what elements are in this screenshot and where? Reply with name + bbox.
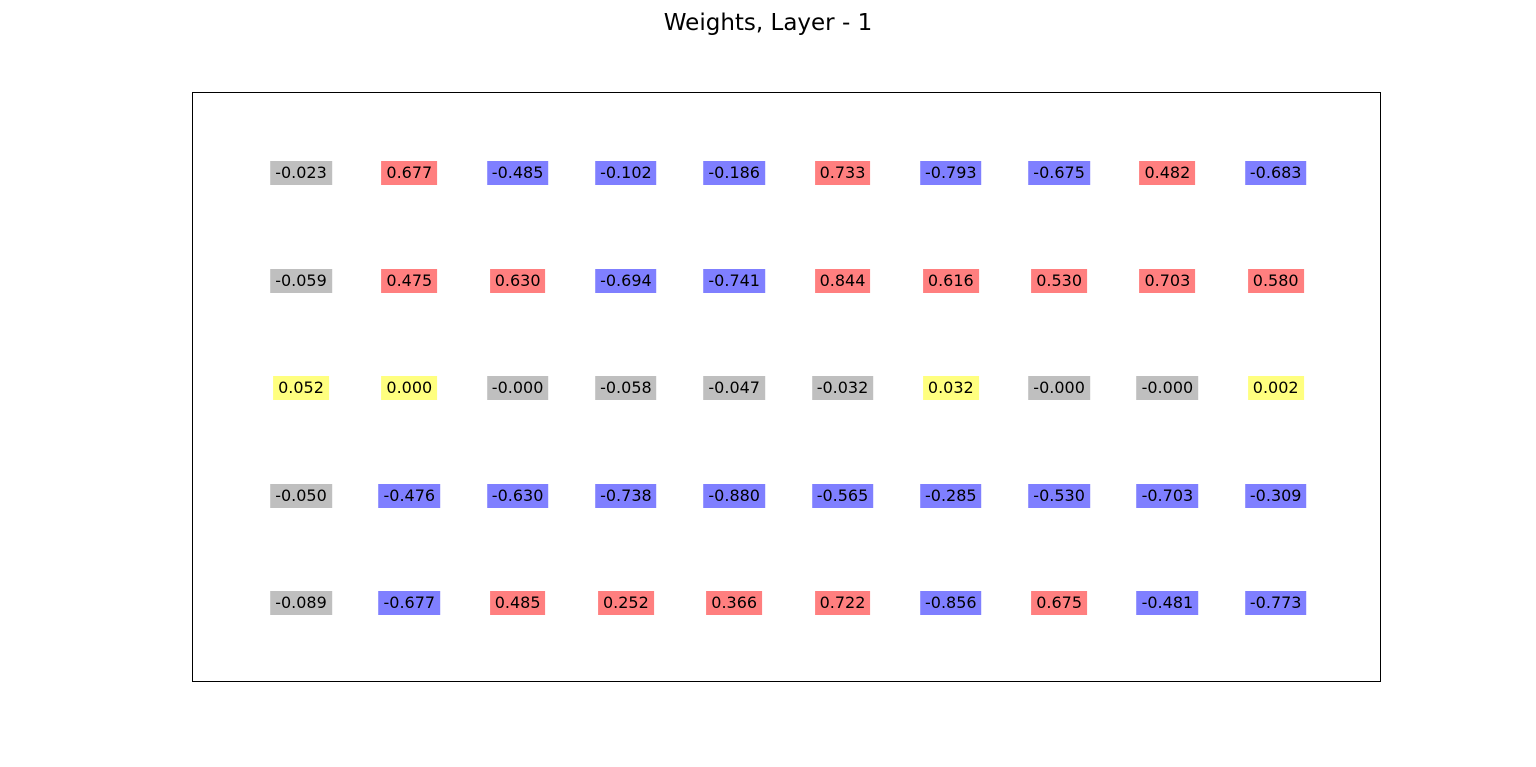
weight-cell-r3-c5: -0.565: [811, 483, 874, 508]
chart-title: Weights, Layer - 1: [663, 10, 873, 36]
weight-cell-r0-c3: -0.102: [595, 161, 657, 185]
weight-cell-r4-c4: 0.366: [706, 591, 763, 615]
weight-cell-r1-c2: 0.630: [489, 268, 546, 293]
weight-cell-r1-c3: -0.694: [595, 268, 657, 293]
weight-cell-r4-c3: 0.252: [597, 591, 654, 615]
weight-cell-r0-c7: -0.675: [1028, 161, 1090, 185]
weight-cell-r3-c7: -0.530: [1028, 483, 1090, 508]
weight-cell-r1-c0: -0.059: [270, 268, 332, 293]
weight-cell-r2-c5: -0.032: [811, 376, 874, 400]
weight-cell-r4-c6: -0.856: [920, 591, 982, 615]
weight-cell-r4-c1: -0.677: [378, 591, 441, 615]
weight-cell-r3-c9: -0.309: [1244, 483, 1307, 508]
weight-cell-r3-c6: -0.285: [920, 483, 982, 508]
weight-cell-r4-c8: -0.481: [1136, 591, 1199, 615]
weight-cell-r1-c7: 0.530: [1031, 268, 1087, 293]
weight-cell-r0-c1: 0.677: [381, 161, 438, 185]
weight-cell-r1-c5: 0.844: [814, 268, 871, 293]
weight-cell-r2-c9: 0.002: [1247, 376, 1304, 400]
weight-cell-r3-c8: -0.703: [1136, 483, 1199, 508]
weight-cell-r0-c9: -0.683: [1244, 161, 1307, 185]
weight-cell-r0-c4: -0.186: [703, 161, 765, 185]
weight-cell-r1-c4: -0.741: [703, 268, 765, 293]
weight-cell-r0-c8: 0.482: [1139, 161, 1196, 185]
weight-cell-r4-c7: 0.675: [1031, 591, 1087, 615]
weight-cell-r0-c0: -0.023: [270, 161, 332, 185]
weight-cell-r4-c2: 0.485: [489, 591, 546, 615]
weight-cell-r2-c8: -0.000: [1136, 376, 1199, 400]
weight-cell-r0-c5: 0.733: [814, 161, 871, 185]
weight-cell-r2-c4: -0.047: [703, 376, 765, 400]
weight-cell-r4-c0: -0.089: [270, 591, 332, 615]
weight-cell-r3-c0: -0.050: [270, 483, 332, 508]
weight-cell-r2-c0: 0.052: [273, 376, 329, 400]
weight-cell-r4-c9: -0.773: [1244, 591, 1307, 615]
weight-cell-r0-c6: -0.793: [920, 161, 982, 185]
weight-cell-r2-c1: 0.000: [381, 376, 438, 400]
weight-cell-r3-c4: -0.880: [703, 483, 765, 508]
weight-cell-r2-c6: 0.032: [922, 376, 979, 400]
weight-cell-r1-c1: 0.475: [381, 268, 438, 293]
weight-cell-r2-c3: -0.058: [595, 376, 657, 400]
weight-cell-r2-c7: -0.000: [1028, 376, 1090, 400]
weight-cell-r3-c3: -0.738: [595, 483, 657, 508]
weight-cell-r0-c2: -0.485: [486, 161, 549, 185]
plot-area: -0.023 0.677 -0.485 -0.102 -0.186 0.733 -0.793…: [192, 92, 1381, 682]
weight-cell-r1-c9: 0.580: [1247, 268, 1304, 293]
weight-cell-r1-c6: 0.616: [922, 268, 979, 293]
weight-cell-r3-c2: -0.630: [486, 483, 549, 508]
weight-cell-r4-c5: 0.722: [814, 591, 871, 615]
weight-cell-r3-c1: -0.476: [378, 483, 441, 508]
weight-cell-r2-c2: -0.000: [486, 376, 549, 400]
weight-cell-r1-c8: 0.703: [1139, 268, 1196, 293]
